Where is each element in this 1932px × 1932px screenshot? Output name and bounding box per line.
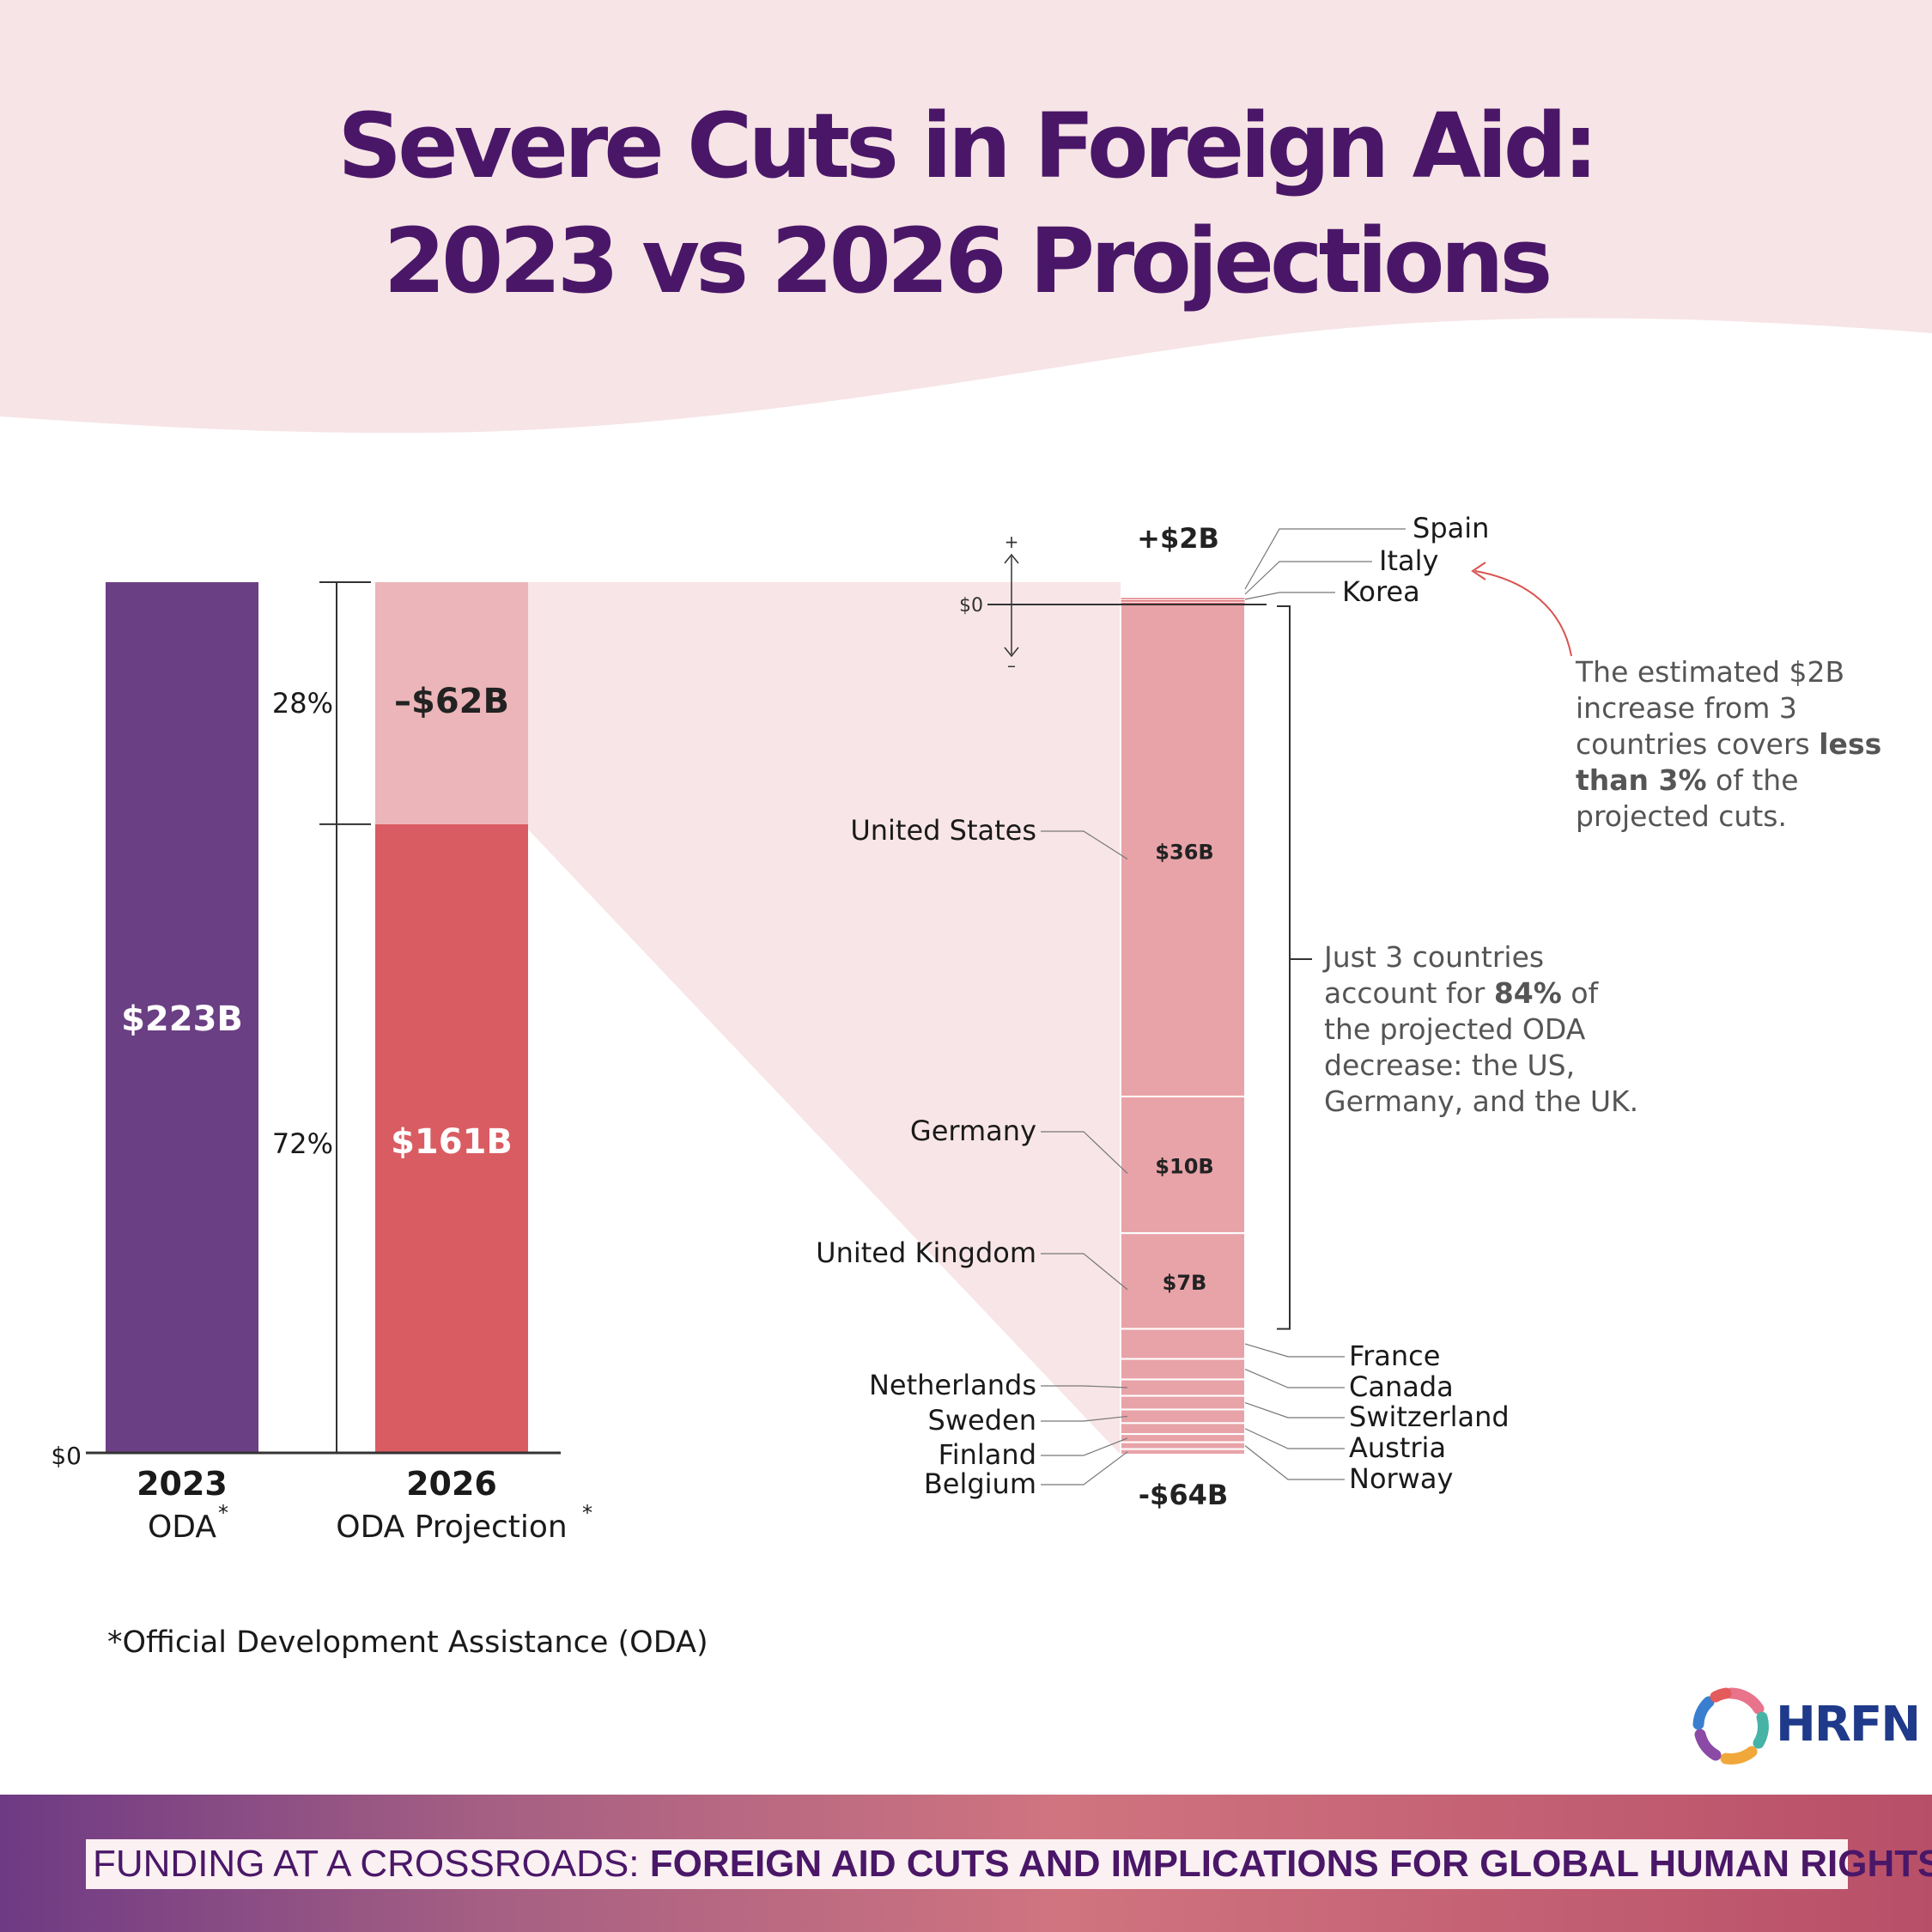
country-label-canada: Canada	[1349, 1370, 1454, 1403]
segment-value-germany: $10B	[1155, 1155, 1213, 1179]
segment-switzerland	[1120, 1394, 1246, 1411]
segment-austria	[1120, 1422, 1246, 1436]
leader-germany	[1041, 1131, 1128, 1175]
category-year-2026: 2026	[406, 1465, 497, 1503]
bar-2023-value-label: $223B	[121, 999, 243, 1039]
leader-italy	[1244, 561, 1372, 595]
right-zero-label: $0	[959, 595, 983, 617]
leader-norway	[1244, 1445, 1345, 1480]
country-label-italy: Italy	[1379, 544, 1438, 577]
segment-value-united-states: $36B	[1155, 840, 1213, 864]
segment-sweden	[1120, 1408, 1246, 1425]
total-decrease-label: -$64B	[1139, 1479, 1228, 1511]
country-label-spain: Spain	[1413, 512, 1489, 544]
pct-label-cut: 28%	[272, 687, 333, 720]
leader-united-states	[1041, 830, 1128, 860]
footnote: *Official Development Assistance (ODA)	[107, 1625, 708, 1660]
footer-text: FUNDING AT A CROSSROADS: FOREIGN AID CUT…	[86, 1839, 1932, 1889]
right-axis-plus: +	[1005, 532, 1019, 552]
country-label-belgium: Belgium	[924, 1467, 1036, 1500]
country-label-united-kingdom: United Kingdom	[816, 1236, 1036, 1269]
bar-2026-remaining-label: $161B	[391, 1122, 513, 1162]
category-year-2023: 2023	[137, 1465, 228, 1503]
country-label-netherlands: Netherlands	[869, 1369, 1036, 1401]
leader-switzerland	[1244, 1401, 1345, 1419]
footer-lead: FUNDING AT A CROSSROADS:	[93, 1843, 650, 1885]
country-label-germany: Germany	[910, 1115, 1036, 1147]
segment-canada	[1120, 1358, 1246, 1381]
segment-korea	[1120, 597, 1246, 600]
leader-finland	[1041, 1437, 1128, 1456]
country-label-austria: Austria	[1349, 1431, 1446, 1464]
segment-netherlands	[1120, 1378, 1246, 1397]
segment-belgium	[1120, 1448, 1246, 1455]
leader-austria	[1244, 1428, 1345, 1449]
leader-canada	[1244, 1368, 1345, 1388]
leader-netherlands	[1041, 1385, 1128, 1388]
chart-title-line-2: 2023 vs 2026 Projections	[383, 209, 1553, 313]
pct-label-remaining: 72%	[272, 1127, 333, 1160]
leader-spain	[1244, 528, 1406, 590]
annotation-arrowhead	[1471, 562, 1486, 580]
country-label-finland: Finland	[939, 1438, 1036, 1471]
country-label-united-states: United States	[850, 814, 1036, 847]
annotation-top3: Just 3 countries account for 84% of the pr…	[1322, 940, 1638, 1118]
top3-bracket	[1277, 605, 1291, 1330]
leader-united-kingdom	[1041, 1253, 1128, 1291]
chart-title-line-1: Severe Cuts in Foreign Aid:	[337, 94, 1599, 198]
category-label-2026: ODA Projection	[336, 1510, 568, 1545]
bar-2026-remaining	[375, 823, 528, 1453]
country-label-norway: Norway	[1349, 1462, 1453, 1495]
bar-2026-cut-label: –$62B	[394, 682, 509, 721]
segment-value-united-kingdom: $7B	[1163, 1271, 1207, 1295]
left-zero-label: $0	[51, 1442, 82, 1470]
zoom-wedge	[528, 582, 1121, 1455]
annotation-increase: The estimated $2B increase from 3 countrie…	[1575, 655, 1881, 833]
segment-norway	[1120, 1441, 1246, 1450]
country-label-switzerland: Switzerland	[1349, 1400, 1510, 1433]
country-label-france: France	[1349, 1340, 1440, 1372]
category-marker-2026: *	[582, 1501, 592, 1525]
annotation-arrow	[1474, 570, 1572, 657]
segment-france	[1120, 1327, 1246, 1360]
right-axis-arrow-down	[1004, 647, 1019, 658]
right-axis-minus: –	[1007, 655, 1016, 676]
segment-finland	[1120, 1433, 1246, 1443]
footer-emphasis: FOREIGN AID CUTS AND IMPLICATIONS FOR GL…	[649, 1843, 1932, 1885]
footer-banner: FUNDING AT A CROSSROADS: FOREIGN AID CUT…	[0, 1795, 1932, 1932]
category-marker-2023: *	[218, 1501, 228, 1525]
leader-sweden	[1041, 1415, 1128, 1422]
hrfn-logo-icon	[1692, 1687, 1769, 1765]
leader-belgium	[1041, 1451, 1128, 1485]
bar-2023	[106, 582, 258, 1453]
bar-2026-cut	[375, 582, 528, 824]
total-increase-label: +$2B	[1137, 522, 1219, 555]
header-wave	[0, 0, 1932, 434]
leader-korea	[1244, 592, 1335, 600]
category-label-2023: ODA	[148, 1510, 216, 1545]
country-label-korea: Korea	[1342, 575, 1420, 608]
logo-text: HRFN	[1776, 1697, 1921, 1753]
country-label-sweden: Sweden	[928, 1404, 1036, 1437]
leader-france	[1244, 1343, 1345, 1358]
right-axis-arrow-up	[1004, 553, 1019, 564]
